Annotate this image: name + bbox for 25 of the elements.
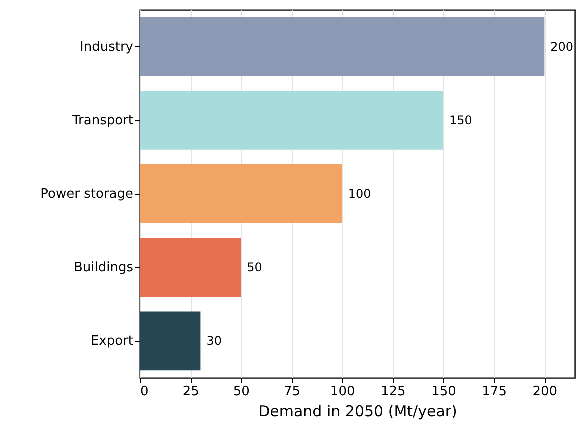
- x-tick-label: 50: [233, 384, 250, 400]
- x-tick-label: 25: [182, 384, 200, 400]
- x-tick-label: 150: [432, 384, 456, 400]
- x-tick-label: 125: [380, 384, 406, 400]
- bar: [140, 164, 342, 224]
- x-tick-label: 175: [482, 384, 507, 400]
- bar: [140, 90, 444, 150]
- x-tick-label: 200: [532, 384, 558, 400]
- y-tick-label: Buildings: [74, 260, 134, 276]
- y-tick-label: Industry: [80, 40, 134, 55]
- data-label: 30: [206, 334, 222, 348]
- y-tick-label: Export: [90, 334, 134, 350]
- x-tick-label: 75: [284, 384, 301, 400]
- bar: [140, 17, 545, 76]
- x-axis-title: Demand in 2050 (Mt/year): [258, 402, 458, 420]
- data-label: 50: [247, 260, 262, 275]
- y-tick-label: Power storage: [40, 187, 134, 202]
- data-label: 200: [550, 40, 574, 54]
- data-label: 100: [348, 187, 372, 201]
- data-label: 150: [449, 113, 472, 128]
- x-tick-label: 100: [330, 384, 356, 400]
- x-tick-label: 0: [140, 384, 149, 400]
- y-tick-label: Transport: [71, 113, 134, 128]
- bar: [140, 238, 242, 298]
- bar: [140, 312, 201, 371]
